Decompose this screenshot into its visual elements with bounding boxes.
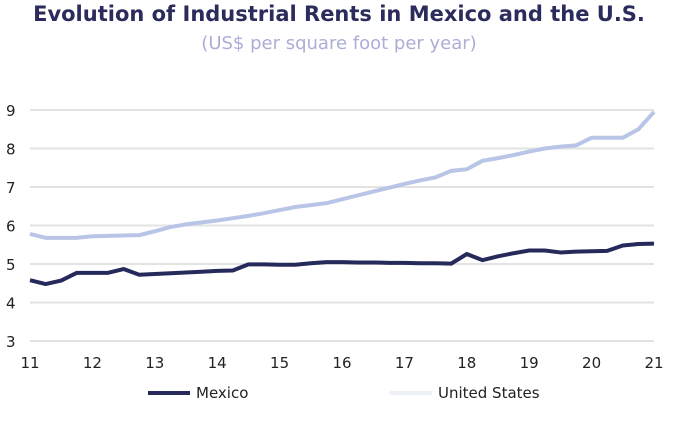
y-tick-label: 5 — [6, 256, 16, 274]
y-tick-label: 4 — [6, 295, 16, 313]
y-tick-label: 6 — [6, 218, 16, 236]
chart-title: Evolution of Industrial Rents in Mexico … — [33, 2, 645, 26]
x-tick-label: 17 — [395, 354, 414, 372]
x-tick-label: 20 — [582, 354, 601, 372]
x-tick-label: 18 — [457, 354, 476, 372]
x-tick-label: 16 — [332, 354, 351, 372]
y-tick-label: 8 — [6, 141, 16, 159]
x-tick-label: 12 — [83, 354, 102, 372]
y-tick-label: 3 — [6, 333, 16, 351]
x-tick-label: 13 — [145, 354, 164, 372]
chart-subtitle: (US$ per square foot per year) — [201, 33, 477, 54]
x-tick-label: 11 — [20, 354, 39, 372]
y-tick-label: 9 — [6, 102, 16, 120]
x-tick-label: 14 — [208, 354, 227, 372]
x-tick-label: 21 — [644, 354, 663, 372]
y-tick-label: 7 — [6, 179, 16, 197]
x-tick-label: 15 — [270, 354, 289, 372]
legend-label: Mexico — [196, 384, 248, 402]
series-line-united-states — [29, 110, 656, 240]
x-tick-label: 19 — [520, 354, 539, 372]
legend-label: United States — [438, 384, 540, 402]
